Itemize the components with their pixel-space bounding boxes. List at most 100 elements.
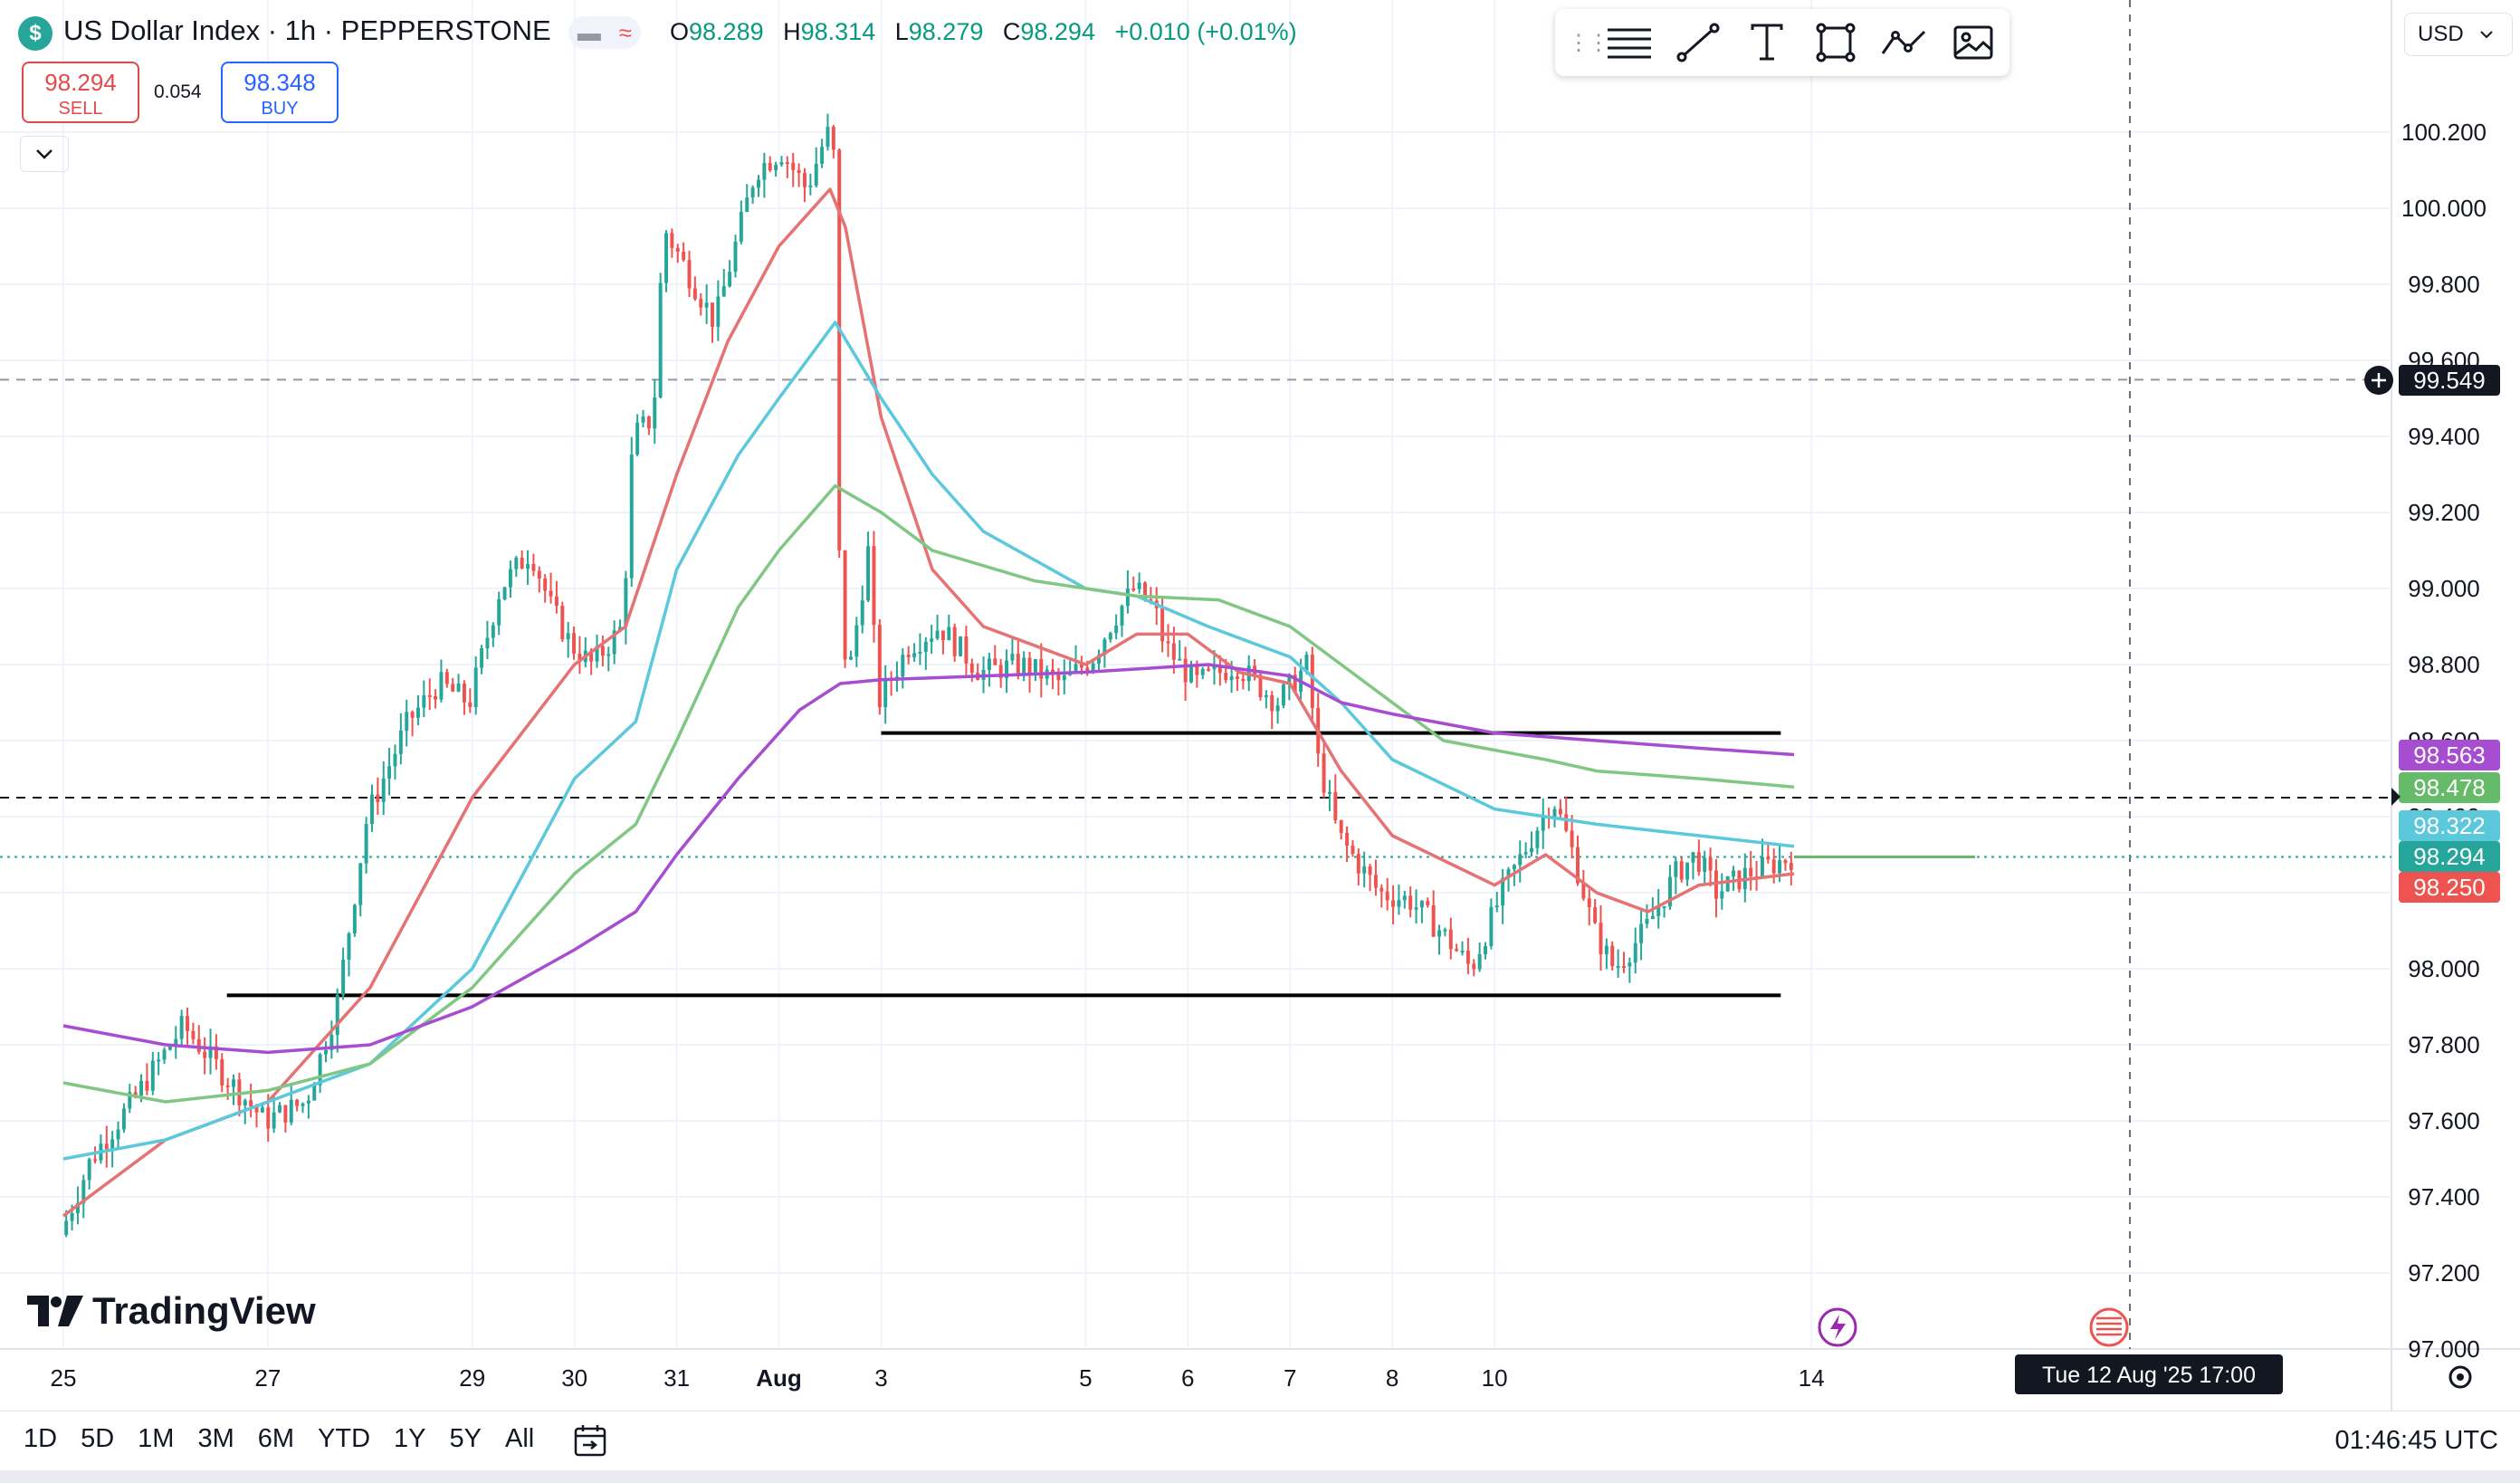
candle-up — [398, 731, 403, 754]
candle-down — [1696, 852, 1701, 872]
candle-down — [554, 596, 558, 607]
image-tool-button[interactable] — [1939, 15, 2008, 70]
candle-down — [1766, 856, 1771, 860]
candle-up — [1639, 923, 1644, 943]
candle-down — [1345, 832, 1350, 846]
minus-icon[interactable]: ▬ — [577, 18, 601, 46]
candle-up — [1674, 861, 1678, 877]
sell-button[interactable]: 98.294 SELL — [22, 62, 139, 123]
collapse-button[interactable] — [20, 136, 69, 172]
candle-up — [1760, 856, 1764, 877]
candle-up — [1703, 857, 1707, 872]
price-tag — [2399, 772, 2500, 803]
candle-down — [1472, 963, 1476, 970]
candle-up — [716, 296, 721, 327]
candle-up — [1114, 625, 1119, 634]
candle-down — [969, 663, 974, 674]
candle-up — [415, 707, 420, 718]
approx-icon[interactable]: ≈ — [618, 18, 633, 46]
lines-tool-button[interactable] — [1595, 15, 1664, 70]
candle-down — [1610, 945, 1615, 967]
candle-up — [1518, 854, 1522, 866]
candle-down — [1039, 658, 1044, 679]
candle-up — [745, 197, 749, 212]
candle-up — [116, 1129, 120, 1140]
candle-up — [728, 272, 732, 287]
range-5y[interactable]: 5Y — [449, 1424, 482, 1453]
range-3m[interactable]: 3M — [197, 1424, 234, 1453]
candle-up — [629, 454, 634, 579]
candle-down — [543, 579, 548, 591]
candle-down — [266, 1107, 271, 1129]
path-tool-button[interactable] — [1870, 15, 1939, 70]
tradingview-logo[interactable]: TradingView — [27, 1289, 316, 1333]
trendline-tool-button[interactable] — [1664, 15, 1732, 70]
candle-down — [1749, 867, 1753, 876]
candle-down — [1333, 791, 1338, 820]
candle-up — [260, 1107, 264, 1113]
candle-up — [947, 627, 951, 641]
candle-up — [641, 416, 645, 423]
range-1m[interactable]: 1M — [138, 1424, 175, 1453]
candle-up — [866, 546, 871, 601]
candle-up — [335, 994, 339, 1036]
candle-up — [779, 162, 784, 165]
candle-down — [1385, 891, 1389, 901]
bottom-toolbar: 1D 5D 1M 3M 6M YTD 1Y 5Y All 01:46:45 UT… — [0, 1411, 2520, 1469]
range-1d[interactable]: 1D — [24, 1424, 58, 1453]
gear-icon[interactable] — [2448, 1365, 2472, 1389]
range-ytd[interactable]: YTD — [318, 1424, 371, 1453]
low-value: 98.279 — [908, 18, 984, 45]
time-tick-label: 30 — [561, 1364, 587, 1392]
candle-up — [808, 185, 813, 187]
candle-down — [1564, 814, 1569, 831]
candle-up — [1005, 660, 1009, 679]
candle-up — [930, 638, 934, 642]
candle-down — [791, 162, 796, 170]
candle-up — [405, 712, 409, 732]
price-tag — [2399, 365, 2500, 396]
price-chart[interactable]: 100.200100.00099.80099.60099.40099.20099… — [0, 0, 2520, 1411]
candle-down — [1217, 665, 1222, 674]
range-6m[interactable]: 6M — [257, 1424, 295, 1453]
candle-up — [439, 672, 444, 700]
candle-up — [324, 1049, 328, 1055]
price-tag — [2399, 810, 2500, 841]
time-tick-label: 10 — [1482, 1364, 1508, 1392]
price-tags: 99.549 98.563 98.478 98.322 98.294 98.250 Tue … — [1818, 365, 2500, 1394]
range-1y[interactable]: 1Y — [394, 1424, 426, 1453]
candle-down — [1085, 667, 1090, 672]
chart-mode-pill[interactable]: ▬ ≈ — [568, 16, 641, 49]
candle-up — [1074, 664, 1078, 673]
candle-down — [1351, 845, 1355, 855]
candle-up — [75, 1202, 80, 1213]
text-tool-button[interactable] — [1732, 15, 1801, 70]
candle-down — [1581, 883, 1586, 899]
price-tag-label: 98.294 — [2413, 843, 2486, 870]
candle-down — [1587, 898, 1591, 908]
candle-down — [434, 696, 438, 700]
time-tick-label: 6 — [1181, 1364, 1194, 1392]
grip-icon[interactable]: ⋮⋮ — [1568, 30, 1609, 55]
goto-date-button[interactable] — [572, 1422, 608, 1463]
candle-up — [1489, 906, 1494, 946]
candle-up — [1091, 663, 1095, 672]
buy-button[interactable]: 98.348 BUY — [221, 62, 339, 123]
us-flag-event-icon[interactable] — [2089, 1307, 2129, 1347]
currency-selector[interactable]: USD — [2404, 13, 2513, 56]
range-all[interactable]: All — [505, 1424, 535, 1453]
high-value: 98.314 — [800, 18, 876, 45]
candle-down — [1368, 866, 1372, 875]
candle-up — [935, 630, 940, 639]
range-5d[interactable]: 5D — [81, 1424, 115, 1453]
candle-up — [762, 162, 767, 180]
calendar-icon — [574, 1425, 606, 1457]
candle-up — [1650, 915, 1655, 919]
symbol-title[interactable]: US Dollar Index · 1h · PEPPERSTONE — [63, 14, 551, 46]
candle-up — [1501, 877, 1505, 906]
drawing-toolbar: ⋮⋮ — [1555, 9, 2009, 76]
utc-clock[interactable]: 01:46:45 UTC — [2334, 1426, 2498, 1455]
candle-up — [502, 587, 507, 599]
rectangle-tool-button[interactable] — [1801, 15, 1870, 70]
candle-up — [733, 242, 738, 273]
